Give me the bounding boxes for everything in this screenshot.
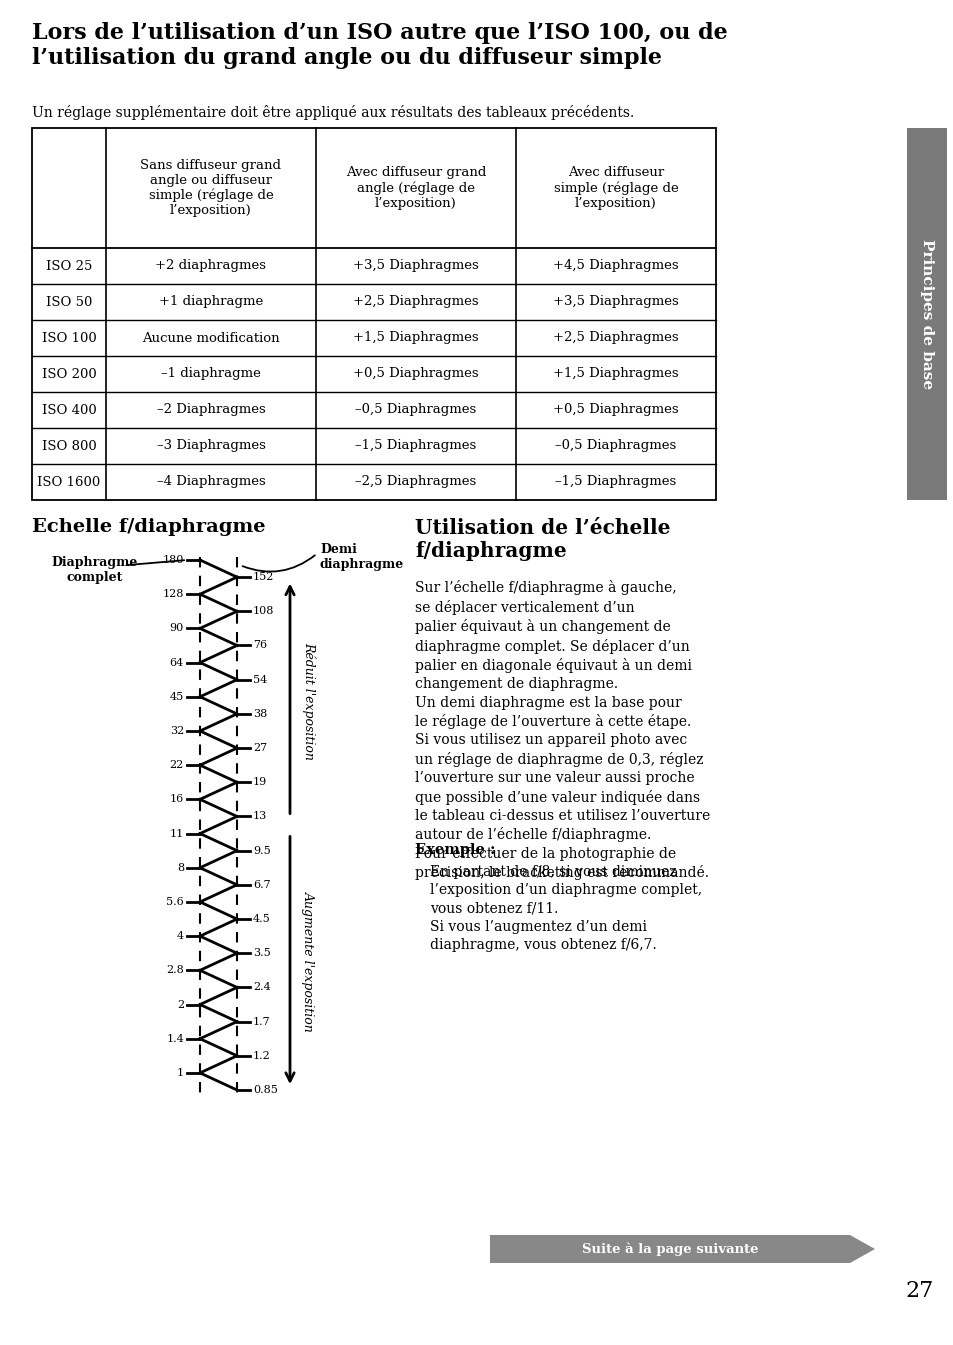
Text: 128: 128 (162, 589, 184, 599)
Text: 2: 2 (176, 999, 184, 1010)
Text: 4: 4 (176, 931, 184, 941)
Text: +2,5 Diaphragmes: +2,5 Diaphragmes (353, 296, 478, 308)
Text: +2,5 Diaphragmes: +2,5 Diaphragmes (553, 331, 679, 344)
Text: Sans diffuseur grand
angle ou diffuseur
simple (réglage de
l’exposition): Sans diffuseur grand angle ou diffuseur … (140, 159, 281, 218)
Text: 3.5: 3.5 (253, 948, 271, 958)
Text: Aucune modification: Aucune modification (142, 331, 279, 344)
Text: –0,5 Diaphragmes: –0,5 Diaphragmes (555, 440, 676, 452)
Text: 32: 32 (170, 726, 184, 736)
Bar (490, 1235, 849, 1263)
Text: 1.4: 1.4 (166, 1034, 184, 1044)
Text: 27: 27 (253, 742, 267, 753)
Text: +1,5 Diaphragmes: +1,5 Diaphragmes (353, 331, 478, 344)
Text: +1 diaphragme: +1 diaphragme (159, 296, 263, 308)
Text: 16: 16 (170, 795, 184, 804)
Text: Sur l’échelle f/diaphragme à gauche,
se déplacer verticalement d’un
palier équiv: Sur l’échelle f/diaphragme à gauche, se … (415, 580, 709, 880)
Polygon shape (849, 1235, 874, 1263)
Text: Avec diffuseur
simple (réglage de
l’exposition): Avec diffuseur simple (réglage de l’expo… (553, 167, 678, 210)
Text: 2.8: 2.8 (166, 966, 184, 975)
Bar (906, 128, 946, 500)
Text: –1,5 Diaphragmes: –1,5 Diaphragmes (555, 476, 676, 488)
Text: 152: 152 (253, 572, 274, 582)
Text: Demi
diaphragme: Demi diaphragme (319, 542, 404, 570)
Text: Augmente l'exposition: Augmente l'exposition (302, 892, 314, 1032)
Text: Suite à la page suivante: Suite à la page suivante (581, 1243, 758, 1256)
Text: ISO 400: ISO 400 (42, 404, 96, 417)
Text: ISO 800: ISO 800 (42, 440, 96, 452)
Text: ISO 200: ISO 200 (42, 367, 96, 381)
Text: Echelle f/diaphragme: Echelle f/diaphragme (32, 518, 265, 537)
Text: –2,5 Diaphragmes: –2,5 Diaphragmes (355, 476, 476, 488)
Text: 5.6: 5.6 (166, 897, 184, 907)
Text: ISO 50: ISO 50 (46, 296, 92, 308)
Text: Avec diffuseur grand
angle (réglage de
l’exposition): Avec diffuseur grand angle (réglage de l… (345, 167, 486, 210)
Text: +2 diaphragmes: +2 diaphragmes (155, 260, 266, 273)
Text: 8: 8 (176, 862, 184, 873)
Text: 4.5: 4.5 (253, 915, 271, 924)
Text: 13: 13 (253, 811, 267, 822)
Text: 11: 11 (170, 829, 184, 838)
Text: –1,5 Diaphragmes: –1,5 Diaphragmes (355, 440, 476, 452)
Text: Lors de l’utilisation d’un ISO autre que l’ISO 100, ou de
l’utilisation du grand: Lors de l’utilisation d’un ISO autre que… (32, 22, 727, 70)
Text: 27: 27 (904, 1280, 932, 1302)
Text: 45: 45 (170, 691, 184, 702)
Text: Diaphragme
complet: Diaphragme complet (51, 557, 138, 584)
Text: +1,5 Diaphragmes: +1,5 Diaphragmes (553, 367, 679, 381)
Text: En partant de f/8, si vous diminuez
l’exposition d’un diaphragme complet,
vous o: En partant de f/8, si vous diminuez l’ex… (430, 865, 701, 952)
Text: 54: 54 (253, 675, 267, 685)
Text: 108: 108 (253, 607, 274, 616)
Text: Réduit l'exposition: Réduit l'exposition (302, 642, 315, 760)
Text: Principes de base: Principes de base (919, 239, 933, 389)
Text: –3 Diaphragmes: –3 Diaphragmes (156, 440, 265, 452)
Text: –4 Diaphragmes: –4 Diaphragmes (156, 476, 265, 488)
Text: +0,5 Diaphragmes: +0,5 Diaphragmes (553, 404, 679, 417)
Text: 64: 64 (170, 658, 184, 667)
Text: 76: 76 (253, 640, 267, 651)
Text: Utilisation de l’échelle
f/diaphragme: Utilisation de l’échelle f/diaphragme (415, 518, 670, 561)
Text: 22: 22 (170, 760, 184, 771)
Text: Un réglage supplémentaire doit être appliqué aux résultats des tableaux précéden: Un réglage supplémentaire doit être appl… (32, 105, 634, 120)
Text: 1: 1 (176, 1068, 184, 1077)
Text: Exemple :: Exemple : (415, 843, 495, 857)
Text: 90: 90 (170, 623, 184, 633)
Text: 1.2: 1.2 (253, 1050, 271, 1061)
Text: 180: 180 (162, 555, 184, 565)
Text: +3,5 Diaphragmes: +3,5 Diaphragmes (353, 260, 478, 273)
Text: 2.4: 2.4 (253, 982, 271, 993)
Text: –0,5 Diaphragmes: –0,5 Diaphragmes (355, 404, 476, 417)
Text: ISO 25: ISO 25 (46, 260, 92, 273)
Text: +0,5 Diaphragmes: +0,5 Diaphragmes (353, 367, 478, 381)
Text: ISO 100: ISO 100 (42, 331, 96, 344)
Text: 19: 19 (253, 777, 267, 787)
Text: +4,5 Diaphragmes: +4,5 Diaphragmes (553, 260, 679, 273)
Text: 9.5: 9.5 (253, 846, 271, 855)
Text: 0.85: 0.85 (253, 1085, 277, 1095)
Text: 38: 38 (253, 709, 267, 718)
Text: –2 Diaphragmes: –2 Diaphragmes (156, 404, 265, 417)
Text: –1 diaphragme: –1 diaphragme (161, 367, 261, 381)
Bar (32, 128, 716, 500)
Text: ISO 1600: ISO 1600 (37, 476, 100, 488)
Text: +3,5 Diaphragmes: +3,5 Diaphragmes (553, 296, 679, 308)
Text: 6.7: 6.7 (253, 880, 271, 890)
Text: 1.7: 1.7 (253, 1017, 271, 1026)
